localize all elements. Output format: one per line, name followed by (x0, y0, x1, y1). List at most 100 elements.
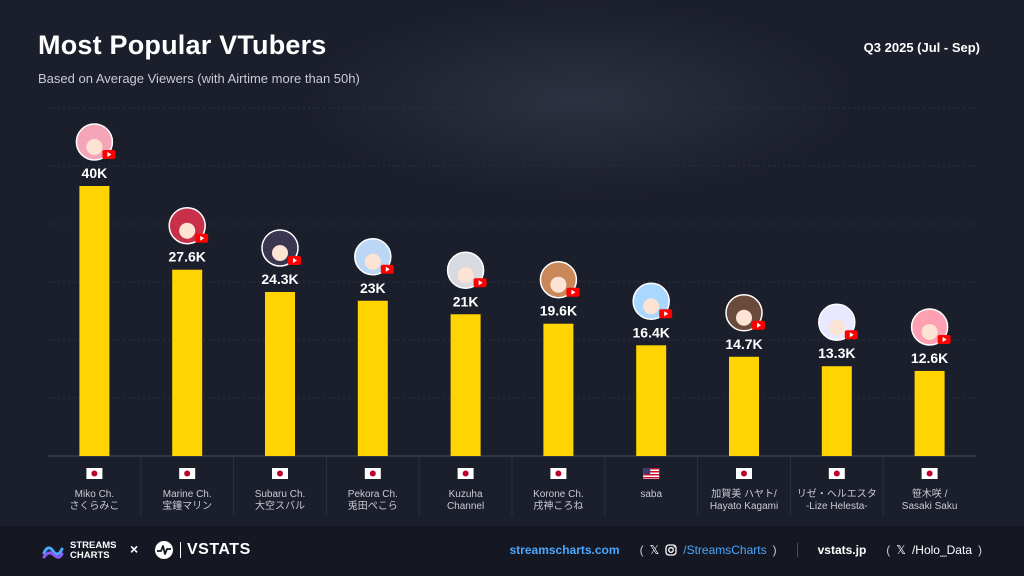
youtube-play-icon (293, 257, 297, 263)
period-label: Q3 2025 (Jul - Sep) (863, 40, 980, 55)
bar-value-label: 40K (82, 165, 108, 181)
youtube-play-icon (757, 322, 761, 328)
paren-open-2: ( (886, 543, 891, 557)
category-label: リゼ・ヘルエスタ (797, 488, 877, 500)
category-label: Korone Ch. (533, 489, 584, 500)
category-label: さくらみこ (69, 500, 119, 512)
bar-value-label: 19.6K (540, 303, 577, 319)
collab-times: × (130, 541, 139, 557)
streamscharts-site-link[interactable]: streamscharts.com (509, 543, 620, 557)
youtube-play-icon (200, 235, 205, 241)
bar-value-label: 21K (453, 293, 479, 309)
flag-jp-circle (555, 470, 562, 477)
bar (357, 300, 388, 456)
bar (265, 291, 295, 456)
vstats-divider (180, 542, 181, 558)
footer-links: streamscharts.com ( 𝕏 /StreamsCharts ) v… (509, 543, 982, 557)
youtube-play-icon (849, 332, 854, 338)
flag-jp-circle (741, 470, 747, 477)
footer: STREAMS CHARTS × VSTATS streamscharts.co… (0, 526, 1024, 576)
bar (172, 269, 203, 456)
avatar-face (86, 139, 103, 155)
flag-canton (643, 468, 651, 474)
category-label: Kuzuha (449, 489, 483, 500)
youtube-play-icon (942, 336, 947, 342)
avatar-face (364, 253, 381, 270)
paren-close: ) (772, 543, 777, 557)
youtube-play-icon (664, 311, 669, 317)
flag-us-icon (643, 468, 660, 479)
background-glow (300, 0, 860, 200)
youtube-play-icon (571, 289, 576, 295)
paren-close-2: ) (978, 543, 982, 557)
youtube-play-icon (107, 152, 112, 157)
bar-value-label: 12.6K (911, 350, 948, 366)
category-label: saba (640, 489, 662, 500)
flag-stripe (643, 468, 660, 470)
category-label: Sasaki Saku (902, 501, 958, 512)
flag-jp-circle (462, 470, 469, 477)
category-label: 戌神ころね (533, 499, 583, 512)
category-label: 大空スバル (255, 499, 305, 512)
bar-value-label: 13.3K (818, 345, 855, 361)
streamscharts-wordmark: STREAMS CHARTS (70, 540, 117, 561)
bar (821, 366, 852, 456)
page-subtitle: Based on Average Viewers (with Airtime m… (38, 71, 360, 86)
category-label: -Lize Helesta- (806, 501, 868, 512)
x-icon[interactable]: 𝕏 (649, 543, 660, 557)
footer-divider (796, 543, 798, 557)
bar (79, 186, 110, 456)
vstats-site-link[interactable]: vstats.jp (817, 543, 867, 557)
bar (543, 323, 574, 456)
flag-jp-circle (277, 470, 283, 477)
bar-value-label: 24.3K (261, 271, 298, 287)
flag-jp-circle (91, 470, 98, 477)
page-title: Most Popular VTubers (38, 30, 327, 60)
streamscharts-logo[interactable]: STREAMS CHARTS (42, 540, 116, 562)
category-label: 笹木咲 / (912, 487, 948, 500)
flag-jp-circle (833, 470, 840, 477)
bar-value-label: 16.4K (633, 324, 670, 340)
category-label: Hayato Kagami (710, 501, 778, 512)
x-icon[interactable]: 𝕏 (896, 543, 906, 557)
category-label: Pekora Ch. (348, 489, 398, 500)
avatar-face (179, 222, 196, 239)
youtube-play-icon (385, 266, 390, 272)
instagram-icon[interactable] (665, 544, 677, 556)
category-label: 兎田ぺこら (348, 500, 398, 512)
avatar-face (828, 319, 845, 336)
flag-jp-circle (926, 470, 933, 477)
bar (914, 370, 945, 456)
vstats-logo[interactable]: VSTATS (154, 540, 251, 560)
category-label: Subaru Ch. (255, 489, 306, 500)
youtube-play-icon (478, 280, 483, 286)
category-label: Miko Ch. (75, 489, 114, 500)
bar (729, 356, 759, 456)
avatar-face (550, 276, 567, 293)
flag-stripe (643, 471, 660, 473)
bar (450, 314, 481, 456)
avatar-face (643, 298, 660, 315)
category-label: 加賀美 ハヤト/ (711, 487, 777, 500)
category-label: Channel (447, 501, 484, 512)
vstats-pulse-icon (155, 541, 173, 559)
vstats-wordmark: VSTATS (187, 541, 251, 558)
streamscharts-handle[interactable]: /StreamsCharts (683, 543, 767, 557)
category-label: 宝鐘マリン (162, 499, 212, 512)
bar-value-label: 14.7K (725, 336, 762, 352)
bar-value-label: 27.6K (169, 249, 206, 265)
flag-jp-circle (369, 470, 376, 477)
avatar-face (921, 323, 938, 340)
flag-stripe (643, 477, 660, 479)
streamscharts-wave-icon (42, 546, 64, 559)
vstats-handle[interactable]: /Holo_Data (911, 543, 972, 557)
avatar-face (736, 309, 752, 326)
category-label: Marine Ch. (163, 489, 212, 500)
flag-jp-circle (184, 470, 191, 477)
flag-stripe (643, 474, 660, 476)
bar-value-label: 23K (360, 280, 386, 296)
bar (636, 345, 667, 456)
avatar-face (457, 267, 474, 284)
paren-open: ( (639, 543, 644, 557)
bar-chart: 40K Miko Ch.さくらみこ 27.6K Marine Ch.宝鐘マリン 24.3… (48, 107, 976, 516)
